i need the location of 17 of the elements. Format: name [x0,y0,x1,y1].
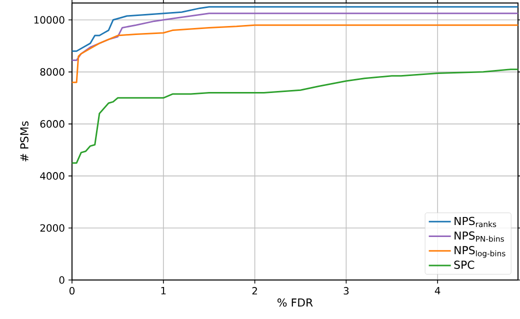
legend-label: NPS$_{ranks}$ [454,216,496,228]
x-tick-label: 3 [344,287,349,295]
x-tick-label: 0 [69,287,75,295]
y-tick-label: 8000 [40,68,64,76]
x-axis-title: % FDR [277,298,313,307]
x-tick-label: 1 [161,287,166,294]
y-tick-label: 2000 [40,224,64,232]
y-axis-title: # PSMs [20,121,28,162]
y-tick-label: 10000 [34,16,64,24]
legend-label: SPC [454,260,474,269]
legend-label: NPS$_{log-bins}$ [454,246,506,258]
y-tick-label: 4000 [40,172,64,180]
legend-label: NPS$_{PN-bins}$ [454,231,504,242]
y-tick-label: 6000 [40,120,64,128]
x-tick-label: 2 [252,287,257,294]
x-tick-label: 4 [434,287,440,294]
y-tick-label: 0 [59,276,64,284]
